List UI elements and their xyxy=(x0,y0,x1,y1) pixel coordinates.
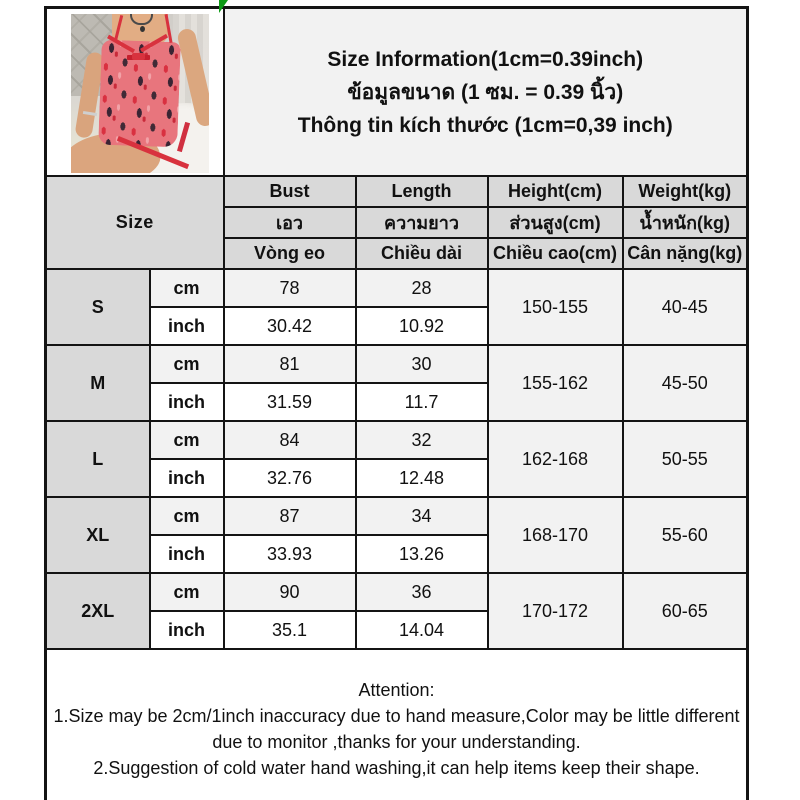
photo-necklace-pendant xyxy=(140,26,145,33)
header-bust-vi: Vòng eo xyxy=(222,237,357,270)
size-label-m: M xyxy=(44,344,151,422)
bust-cm-value: 84 xyxy=(222,420,357,460)
unit-inch-label: inch xyxy=(148,610,225,650)
unit-inch-label: inch xyxy=(148,534,225,574)
title-thai: ข้อมูลขนาด (1 ซม. = 0.39 นิ้ว) xyxy=(347,80,624,104)
header-bust-en: Bust xyxy=(222,175,357,208)
bust-cm-value: 81 xyxy=(222,344,357,384)
unit-cm-label: cm xyxy=(148,572,225,612)
size-label-xl: XL xyxy=(44,496,151,574)
weight-range: 55-60 xyxy=(621,496,749,574)
length-cm-value: 32 xyxy=(354,420,489,460)
bust-inch-value: 35.1 xyxy=(222,610,357,650)
unit-inch-label: inch xyxy=(148,306,225,346)
attention-note-2: 2.Suggestion of cold water hand washing,… xyxy=(93,757,700,778)
product-photo xyxy=(71,13,209,173)
bust-inch-value: 32.76 xyxy=(222,458,357,498)
length-inch-value: 13.26 xyxy=(354,534,489,574)
unit-cm-label: cm xyxy=(148,268,225,308)
length-cm-value: 28 xyxy=(354,268,489,308)
product-photo-cell xyxy=(44,6,225,177)
bust-cm-value: 78 xyxy=(222,268,357,308)
height-range: 162-168 xyxy=(486,420,624,498)
header-height-en: Height(cm) xyxy=(486,175,624,208)
green-corner-marker xyxy=(219,0,228,13)
unit-cm-label: cm xyxy=(148,420,225,460)
header-height-vi: Chiều cao(cm) xyxy=(486,237,624,270)
header-bust-th: เอว xyxy=(222,206,357,239)
photo-dress-bow xyxy=(131,53,145,61)
length-inch-value: 10.92 xyxy=(354,306,489,346)
bust-cm-value: 87 xyxy=(222,496,357,536)
length-cm-value: 30 xyxy=(354,344,489,384)
size-information-table: Size Information(1cm=0.39inch) ข้อมูลขนา… xyxy=(44,6,750,800)
header-weight-vi: Cân nặng(kg) xyxy=(621,237,749,270)
size-label-2xl: 2XL xyxy=(44,572,151,650)
size-label-s: S xyxy=(44,268,151,346)
weight-range: 50-55 xyxy=(621,420,749,498)
height-range: 150-155 xyxy=(486,268,624,346)
header-length-th: ความยาว xyxy=(354,206,489,239)
header-length-en: Length xyxy=(354,175,489,208)
size-header: Size xyxy=(44,175,225,270)
length-cm-value: 36 xyxy=(354,572,489,612)
bust-inch-value: 30.42 xyxy=(222,306,357,346)
title-english: Size Information(1cm=0.39inch) xyxy=(327,47,644,71)
unit-inch-label: inch xyxy=(148,458,225,498)
size-label-l: L xyxy=(44,420,151,498)
weight-range: 60-65 xyxy=(621,572,749,650)
length-inch-value: 14.04 xyxy=(354,610,489,650)
bust-inch-value: 33.93 xyxy=(222,534,357,574)
header-weight-en: Weight(kg) xyxy=(621,175,749,208)
height-range: 155-162 xyxy=(486,344,624,422)
height-range: 168-170 xyxy=(486,496,624,574)
length-inch-value: 11.7 xyxy=(354,382,489,422)
unit-inch-label: inch xyxy=(148,382,225,422)
weight-range: 45-50 xyxy=(621,344,749,422)
attention-heading: Attention: xyxy=(358,679,435,700)
attention-note-1: 1.Size may be 2cm/1inch inaccuracy due t… xyxy=(53,705,740,752)
unit-cm-label: cm xyxy=(148,496,225,536)
unit-cm-label: cm xyxy=(148,344,225,384)
weight-range: 40-45 xyxy=(621,268,749,346)
header-length-vi: Chiều dài xyxy=(354,237,489,270)
title-cell: Size Information(1cm=0.39inch) ข้อมูลขนา… xyxy=(222,6,749,177)
length-inch-value: 12.48 xyxy=(354,458,489,498)
bust-inch-value: 31.59 xyxy=(222,382,357,422)
height-range: 170-172 xyxy=(486,572,624,650)
header-weight-th: น้ำหนัก(kg) xyxy=(621,206,749,239)
header-height-th: ส่วนสูง(cm) xyxy=(486,206,624,239)
bust-cm-value: 90 xyxy=(222,572,357,612)
length-cm-value: 34 xyxy=(354,496,489,536)
title-vietnamese: Thông tin kích thước (1cm=0,39 inch) xyxy=(297,113,673,137)
attention-section: Attention: 1.Size may be 2cm/1inch inacc… xyxy=(44,648,749,800)
